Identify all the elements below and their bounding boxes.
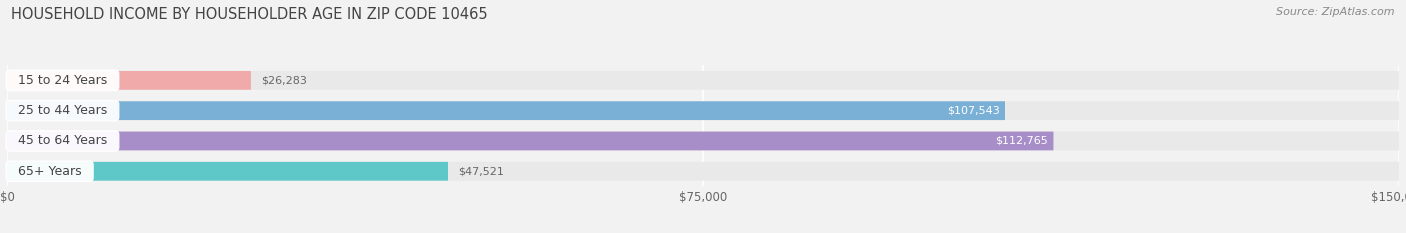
FancyBboxPatch shape [7, 132, 1399, 150]
Text: $26,283: $26,283 [260, 75, 307, 85]
Text: HOUSEHOLD INCOME BY HOUSEHOLDER AGE IN ZIP CODE 10465: HOUSEHOLD INCOME BY HOUSEHOLDER AGE IN Z… [11, 7, 488, 22]
Text: 25 to 44 Years: 25 to 44 Years [10, 104, 115, 117]
Text: 65+ Years: 65+ Years [10, 165, 90, 178]
FancyBboxPatch shape [7, 101, 1005, 120]
FancyBboxPatch shape [7, 132, 1053, 150]
Text: $47,521: $47,521 [458, 166, 503, 176]
Text: Source: ZipAtlas.com: Source: ZipAtlas.com [1277, 7, 1395, 17]
Text: $107,543: $107,543 [946, 106, 1000, 116]
FancyBboxPatch shape [7, 71, 1399, 90]
FancyBboxPatch shape [7, 71, 250, 90]
Text: $112,765: $112,765 [995, 136, 1047, 146]
Text: 45 to 64 Years: 45 to 64 Years [10, 134, 115, 147]
FancyBboxPatch shape [7, 162, 449, 181]
Text: 15 to 24 Years: 15 to 24 Years [10, 74, 115, 87]
FancyBboxPatch shape [7, 162, 1399, 181]
FancyBboxPatch shape [7, 101, 1399, 120]
